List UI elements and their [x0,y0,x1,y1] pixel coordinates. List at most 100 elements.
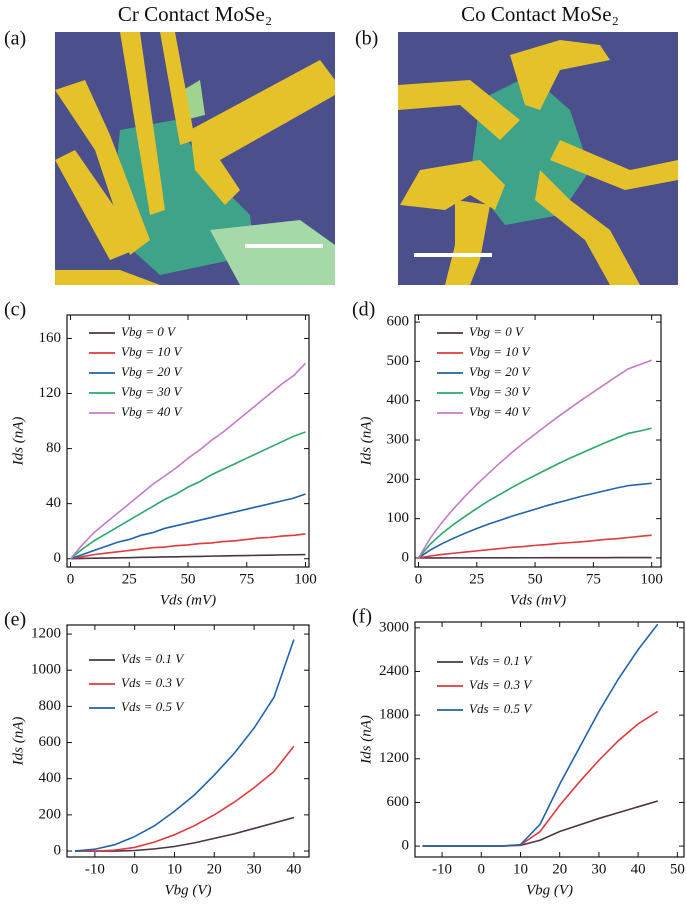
x-tick-label: 50 [181,571,196,587]
plot-frame [414,314,662,568]
legend-label: Vds = 0.1 V [121,651,185,666]
y-tick-label: 2400 [379,663,409,679]
y-tick-label: 1800 [379,707,409,723]
x-tick-label: 0 [131,861,139,877]
legend-label: Vds = 0.1 V [469,653,533,668]
x-tick-label: 10 [513,861,528,877]
legend-label: Vbg = 0 V [469,324,525,339]
panel-label: (f) [352,606,372,628]
y-tick-label: 800 [39,698,62,714]
data-line [418,534,652,559]
y-tick-label: 300 [387,431,410,447]
x-tick-label: 50 [670,861,685,877]
y-tick-label: 200 [39,806,62,822]
data-line [418,482,652,559]
y-tick-label: 0 [54,842,62,858]
legend-label: Vbg = 0 V [121,324,177,339]
x-tick-label: 40 [286,861,301,877]
y-tick-label: 160 [39,330,62,346]
data-line [422,623,659,847]
photo-title: Cr Contact MoSe₂ [118,2,272,26]
y-tick-label: 0 [54,550,62,566]
x-tick-label: 30 [591,861,606,877]
data-line [74,639,295,852]
y-tick-label: 1200 [31,625,61,641]
x-tick-label: 100 [294,571,317,587]
y-tick-label: 600 [387,314,410,330]
legend-label: Vbg = 40 V [121,404,183,419]
plot-frame [66,624,310,858]
x-tick-label: -10 [85,861,105,877]
legend-label: Vbg = 20 V [469,364,531,379]
x-tick-label: 0 [478,861,486,877]
x-axis-label: Vbg (V) [164,882,211,898]
x-tick-label: 30 [247,861,262,877]
data-line [417,359,652,559]
data-line [417,427,652,559]
panel-label: (c) [4,299,26,321]
x-axis-label: Vds (mV) [160,592,216,608]
panel-label: (d) [352,299,375,321]
x-tick-label: 10 [167,861,182,877]
y-tick-label: 0 [402,549,410,565]
x-tick-label: 20 [552,861,567,877]
legend-label: Vds = 0.5 V [469,701,533,716]
x-axis-label: Vds (mV) [510,592,566,608]
data-line [74,745,295,852]
x-tick-label: 25 [469,571,484,587]
y-tick-label: 400 [39,770,62,786]
y-tick-label: 0 [402,838,410,854]
x-tick-label: 20 [207,861,222,877]
y-tick-label: 600 [387,794,410,810]
y-tick-label: 100 [387,510,410,526]
y-axis-label: Ids (nA) [358,715,374,765]
y-tick-label: 500 [387,353,410,369]
x-axis-label: Vbg (V) [526,882,573,898]
y-axis-label: Ids (nA) [10,717,26,767]
x-tick-label: 50 [528,571,543,587]
x-tick-label: 25 [122,571,137,587]
x-tick-label: 0 [415,571,423,587]
legend-label: Vds = 0.5 V [121,699,185,714]
data-line [70,493,306,560]
legend-label: Vbg = 30 V [469,384,531,399]
plot-frame [414,621,685,858]
panel-label: (b) [355,28,378,50]
photo-a [55,32,335,285]
legend-label: Vbg = 30 V [121,384,183,399]
legend-label: Vds = 0.3 V [121,675,185,690]
data-line [69,362,307,560]
y-tick-label: 600 [39,734,62,750]
data-line [422,710,659,847]
data-line [70,431,306,560]
legend-label: Vbg = 10 V [121,344,183,359]
y-tick-label: 1200 [379,750,409,766]
data-line [70,553,306,560]
data-line [70,533,306,560]
x-tick-label: -10 [432,861,452,877]
x-tick-label: 40 [631,861,646,877]
x-tick-label: 0 [67,571,75,587]
legend-label: Vbg = 10 V [469,344,531,359]
y-axis-label: Ids (nA) [10,417,26,467]
x-tick-label: 75 [239,571,254,587]
y-tick-label: 40 [46,495,61,511]
y-tick-label: 80 [46,440,61,456]
y-tick-label: 400 [387,392,410,408]
y-axis-label: Ids (nA) [358,417,374,467]
y-tick-label: 200 [387,471,410,487]
photo-b [398,32,678,285]
y-tick-label: 3000 [379,619,409,635]
legend-label: Vbg = 40 V [469,404,531,419]
y-tick-label: 120 [39,385,62,401]
legend-label: Vbg = 20 V [121,364,183,379]
x-tick-label: 75 [586,571,601,587]
plot-frame [66,314,310,568]
legend-label: Vds = 0.3 V [469,677,533,692]
panel-label: (a) [4,28,26,50]
x-tick-label: 100 [640,571,663,587]
photo-title: Co Contact MoSe₂ [461,2,619,26]
y-tick-label: 1000 [31,662,61,678]
